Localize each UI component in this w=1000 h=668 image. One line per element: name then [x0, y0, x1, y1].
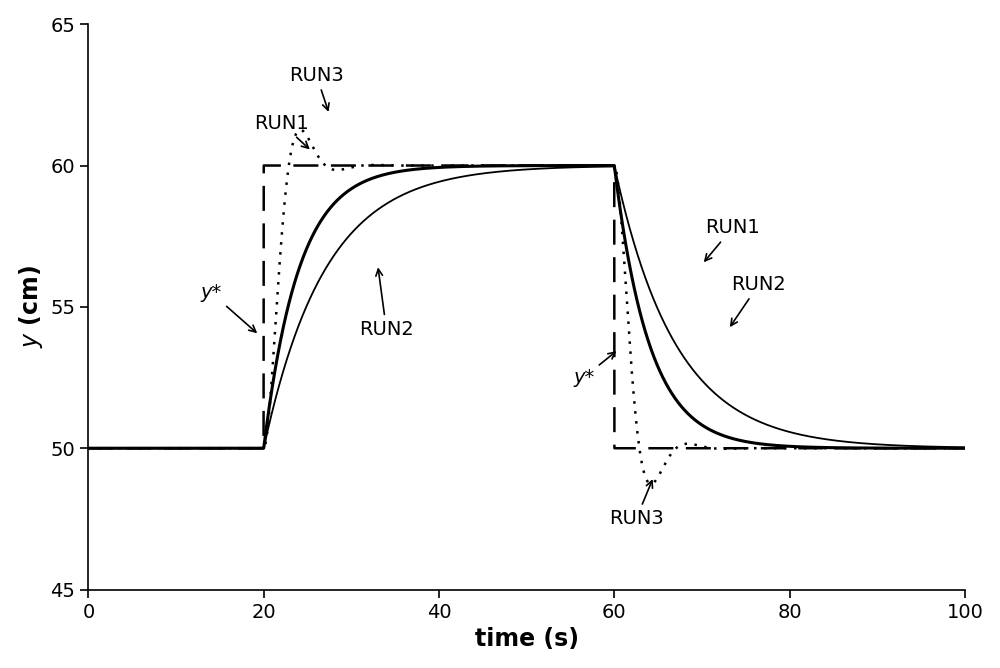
X-axis label: time (s): time (s)	[475, 627, 579, 651]
Y-axis label: $y$ (cm): $y$ (cm)	[17, 265, 45, 348]
Text: RUN3: RUN3	[609, 481, 664, 528]
Text: RUN1: RUN1	[254, 114, 309, 148]
Text: RUN2: RUN2	[359, 269, 414, 339]
Text: RUN2: RUN2	[731, 275, 786, 325]
Text: RUN1: RUN1	[705, 218, 760, 261]
Text: y*: y*	[200, 283, 256, 332]
Text: y*: y*	[573, 352, 615, 387]
Text: RUN3: RUN3	[289, 65, 344, 110]
